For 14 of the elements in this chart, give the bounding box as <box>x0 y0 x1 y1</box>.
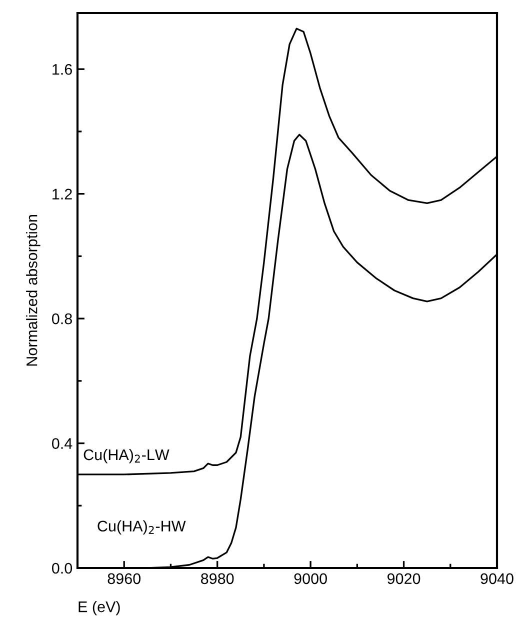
x-tick-label: 8960 <box>108 573 141 584</box>
y-tick-label: 1.6 <box>52 64 72 75</box>
y-tick-label: 0.8 <box>52 313 72 324</box>
y-tick-label: 0.0 <box>52 562 72 574</box>
y-axis-title: Normalized absorption <box>26 215 40 366</box>
x-axis-title: E (eV) <box>78 600 120 616</box>
y-tick-label: 0.4 <box>52 438 72 449</box>
x-tick-label: 9000 <box>294 573 327 584</box>
series-label: Cu(HA)$_{2}$-LW <box>84 448 170 464</box>
series-label: Cu(HA)$_{2}$-HW <box>98 520 186 535</box>
y-tick-label: 1.2 <box>52 188 72 200</box>
x-tick-label: 8980 <box>201 573 234 584</box>
x-tick-label: 9020 <box>388 573 420 584</box>
x-tick-label: 9040 <box>480 573 514 584</box>
